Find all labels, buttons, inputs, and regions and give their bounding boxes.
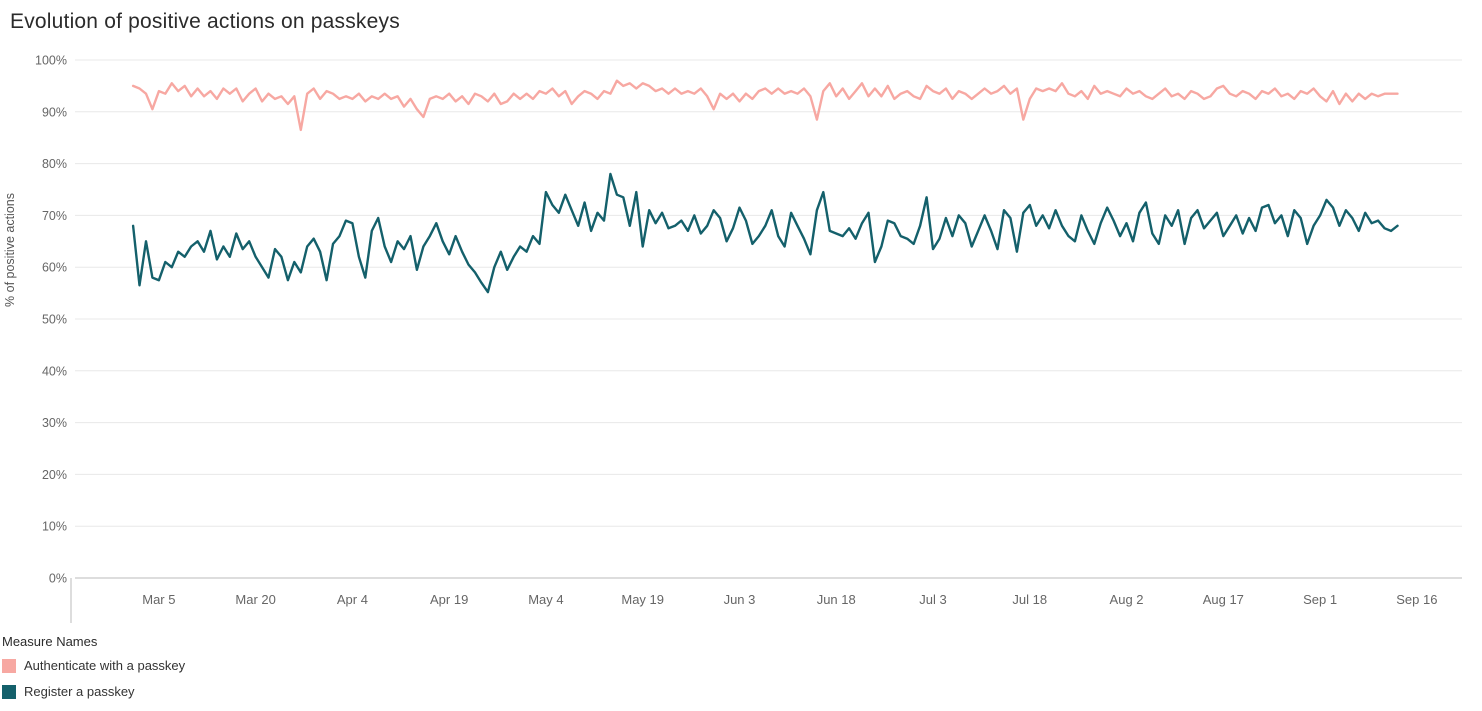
svg-text:Jun 18: Jun 18 [817,592,856,607]
svg-text:May 19: May 19 [621,592,664,607]
svg-text:Apr 19: Apr 19 [430,592,468,607]
legend-item-authenticate[interactable]: Authenticate with a passkey [2,658,185,673]
svg-text:80%: 80% [42,157,67,171]
svg-text:60%: 60% [42,261,67,275]
svg-text:Jul 3: Jul 3 [919,592,946,607]
svg-text:Apr 4: Apr 4 [337,592,368,607]
svg-text:Sep 16: Sep 16 [1396,592,1437,607]
legend: Measure Names Authenticate with a passke… [2,630,185,710]
svg-text:20%: 20% [42,468,67,482]
legend-swatch-register-icon [2,684,16,699]
svg-text:May 4: May 4 [528,592,563,607]
svg-text:50%: 50% [42,313,67,327]
legend-item-label: Authenticate with a passkey [24,658,186,673]
svg-text:% of positive actions: % of positive actions [3,193,17,307]
chart-canvas[interactable]: 0% 10% 20% 30% 40% 50% 60% 70% 80% 90% 100% Mar 5 Ma… [0,45,1482,630]
svg-text:100%: 100% [35,54,67,68]
svg-text:Mar 5: Mar 5 [142,592,175,607]
svg-text:70%: 70% [42,209,67,223]
svg-text:Aug 2: Aug 2 [1110,592,1144,607]
line-chart[interactable]: 0% 10% 20% 30% 40% 50% 60% 70% 80% 90% 100% Mar 5 Ma… [0,45,1482,630]
svg-text:Jul 18: Jul 18 [1012,592,1047,607]
svg-text:Sep 1: Sep 1 [1303,592,1337,607]
svg-text:Mar 20: Mar 20 [235,592,275,607]
legend-item-register[interactable]: Register a passkey [2,684,185,699]
svg-text:0%: 0% [49,572,67,586]
svg-text:Jun 3: Jun 3 [724,592,756,607]
svg-text:40%: 40% [42,364,67,378]
svg-text:90%: 90% [42,105,67,119]
legend-swatch-authenticate-icon [2,658,16,673]
legend-title: Measure Names [2,634,98,649]
page-title: Evolution of positive actions on passkey… [10,10,400,33]
svg-text:10%: 10% [42,520,67,534]
legend-item-label: Register a passkey [24,684,135,699]
svg-text:30%: 30% [42,416,67,430]
svg-text:Aug 17: Aug 17 [1203,592,1244,607]
